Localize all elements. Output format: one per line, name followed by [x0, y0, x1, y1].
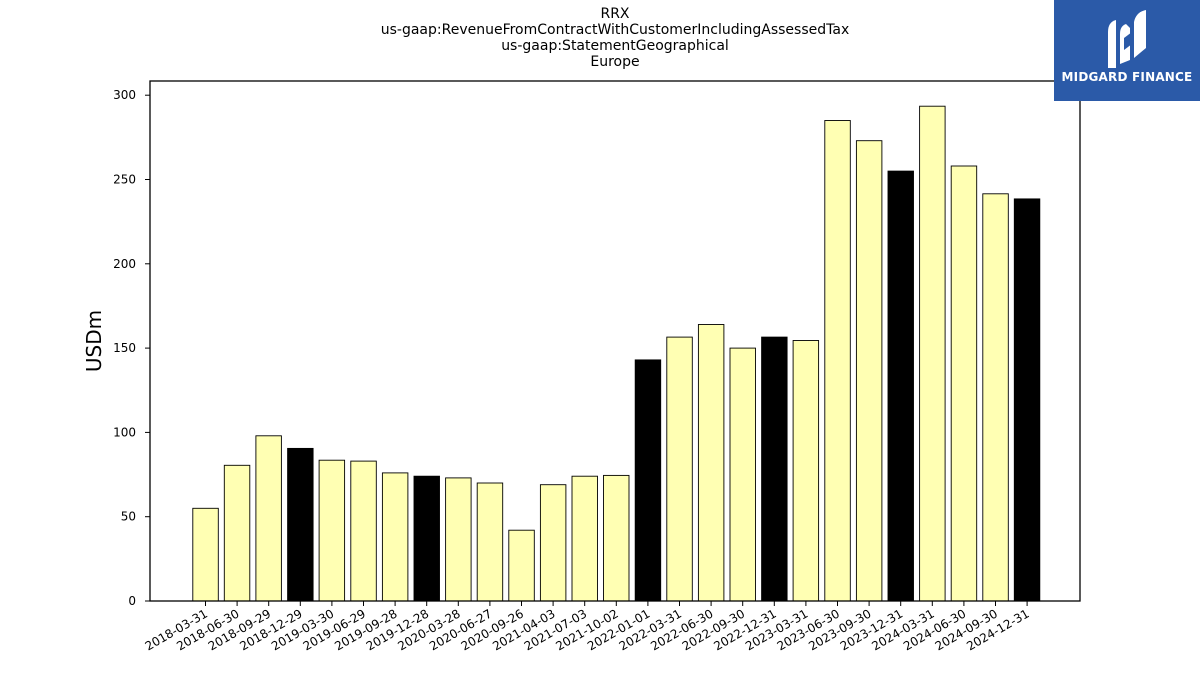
bar-2023-12-31 — [887, 170, 914, 602]
bar-2018-12-29 — [287, 447, 314, 602]
title-line-ticker: RRX — [600, 6, 630, 22]
bar-2023-06-30 — [824, 120, 851, 602]
title-line-concept: us-gaap:RevenueFromContractWithCustomerI… — [380, 22, 850, 38]
bar-2022-09-30 — [729, 347, 756, 602]
logo-mark-icon — [1108, 10, 1146, 68]
title-line-member: Europe — [590, 54, 640, 70]
y-tick-label: 100 — [113, 425, 136, 439]
y-tick-label: 150 — [113, 341, 136, 355]
bar-2022-01-01 — [634, 359, 662, 602]
y-tick-label: 300 — [113, 88, 136, 102]
bar-2018-03-31 — [192, 507, 219, 602]
bar-2019-12-28 — [413, 475, 440, 602]
y-axis-label: USDm — [82, 310, 106, 372]
y-tick-label: 200 — [113, 257, 136, 271]
bar-2018-09-29 — [255, 435, 282, 602]
bar-2024-12-31 — [1013, 198, 1041, 602]
x-axis-ticks: 2018-03-312018-06-302018-09-292018-12-29… — [143, 601, 1032, 653]
logo-text: MIDGARD FINANCE — [1061, 70, 1193, 84]
bar-2020-03-28 — [445, 477, 472, 602]
title-line-axis: us-gaap:StatementGeographical — [501, 38, 729, 54]
bar-2022-03-31 — [666, 336, 693, 602]
bar-2018-06-30 — [223, 464, 251, 602]
bar-2023-03-31 — [792, 340, 820, 602]
bar-2022-12-31 — [761, 336, 788, 602]
bar-2023-09-30 — [855, 140, 883, 602]
bar-2021-10-02 — [603, 474, 630, 602]
bars-group — [192, 105, 1041, 602]
bar-2021-04-03 — [539, 484, 567, 602]
y-tick-label: 0 — [128, 594, 136, 608]
y-tick-label: 50 — [121, 510, 136, 524]
bar-2020-06-27 — [476, 482, 504, 602]
bar-2019-03-30 — [318, 459, 346, 602]
bar-2024-03-31 — [919, 105, 946, 602]
bar-2019-06-29 — [350, 460, 377, 602]
y-tick-label: 250 — [113, 173, 136, 187]
y-axis-ticks: 0 50 100 150 200 250 300 — [113, 88, 150, 608]
midgard-finance-logo: MIDGARD FINANCE — [1054, 0, 1200, 101]
bar-2020-09-26 — [508, 529, 535, 602]
bar-2019-09-28 — [381, 472, 409, 602]
plot-frame — [149, 80, 1081, 602]
bar-2021-07-03 — [571, 475, 598, 602]
bar-2024-06-30 — [950, 165, 978, 602]
bar-2022-06-30 — [697, 324, 725, 602]
bar-2024-09-30 — [982, 193, 1009, 602]
chart-title: RRX us-gaap:RevenueFromContractWithCusto… — [150, 6, 1080, 70]
